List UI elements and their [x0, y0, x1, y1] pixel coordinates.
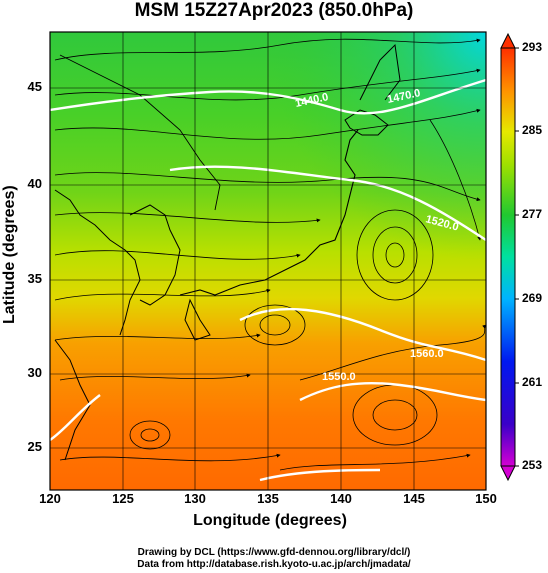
x-axis-label: Longitude (degrees) [193, 512, 347, 529]
streamlines [54, 38, 486, 471]
colorbar-max-arrow [500, 32, 516, 49]
y-tick-40: 40 [27, 176, 42, 191]
x-tick-130: 130 [184, 491, 206, 506]
height-contours [50, 78, 486, 482]
x-tick-120: 120 [39, 491, 61, 506]
coastlines [54, 43, 401, 461]
footer-credit-data: Data from http://database.rish.kyoto-u.a… [137, 559, 411, 570]
contour-label-1550: 1550.0 [322, 371, 356, 383]
colorbar-tick-277: 277 [522, 207, 543, 221]
plot-frame [49, 31, 487, 491]
footer-credit-drawing: Drawing by DCL (https://www.gfd-dennou.o… [137, 547, 411, 558]
x-tick-150: 150 [475, 491, 497, 506]
colorbar-tick-285: 285 [522, 123, 543, 137]
y-axis-label: Latitude (degrees) [1, 185, 18, 324]
colorbar-tick-293: 293 [522, 40, 543, 54]
y-tick-45: 45 [27, 79, 42, 94]
x-tick-145: 145 [403, 491, 425, 506]
colorbar-tick-269: 269 [522, 291, 543, 305]
grid-lines [50, 32, 486, 490]
colorbar [500, 32, 519, 482]
colorbar-min-arrow [500, 465, 516, 482]
map-title: MSM 15Z27Apr2023 (850.0hPa) [134, 0, 414, 21]
y-tick-25: 25 [27, 439, 42, 454]
colorbar-tick-253: 253 [522, 458, 543, 472]
x-tick-140: 140 [330, 491, 352, 506]
x-tick-125: 125 [112, 491, 134, 506]
x-tick-135: 135 [257, 491, 279, 506]
y-tick-35: 35 [27, 271, 42, 286]
colorbar-tick-261: 261 [522, 375, 543, 389]
y-tick-30: 30 [27, 365, 42, 380]
contour-label-1560: 1560.0 [410, 348, 444, 360]
